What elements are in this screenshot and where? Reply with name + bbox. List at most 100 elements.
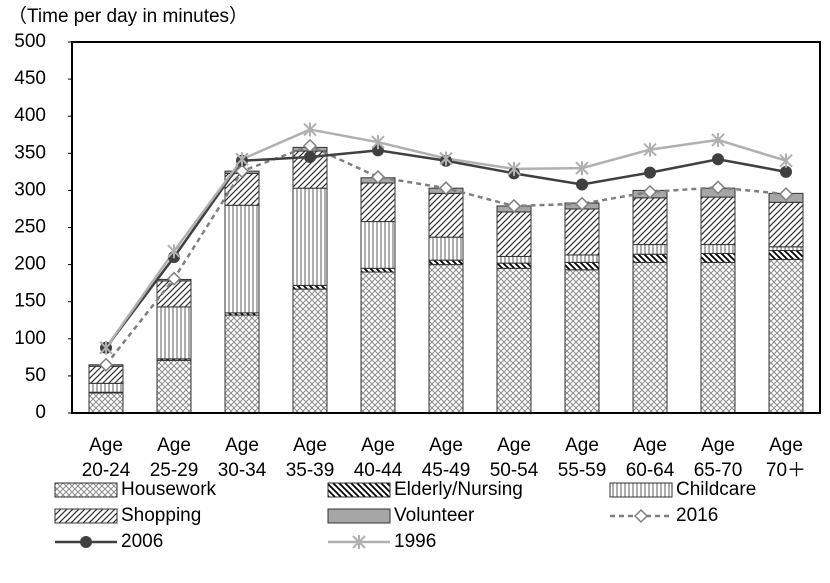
x-tick-label: Age 50-54 bbox=[489, 435, 539, 481]
y-tick-label: 300 bbox=[14, 179, 46, 200]
bar-segment bbox=[564, 254, 600, 263]
bar-segment bbox=[700, 252, 736, 263]
legend-label: Elderly/Nursing bbox=[394, 479, 523, 500]
line-marker bbox=[234, 164, 250, 179]
line-marker bbox=[438, 181, 454, 196]
legend-swatch bbox=[327, 508, 391, 524]
legend-label: Childcare bbox=[676, 479, 756, 500]
line-marker bbox=[780, 165, 792, 178]
legend-marker bbox=[80, 536, 92, 548]
bar-segment bbox=[88, 392, 124, 414]
y-tick-label: 0 bbox=[35, 402, 46, 423]
bar-segment bbox=[768, 201, 804, 248]
y-tick-label: 400 bbox=[14, 105, 46, 126]
bar-segment bbox=[428, 259, 464, 266]
x-tick-label: Age 30-34 bbox=[217, 435, 267, 481]
bar-segment bbox=[496, 255, 532, 264]
line-marker bbox=[507, 161, 521, 176]
legend-label: 2006 bbox=[121, 531, 163, 552]
bar-segment bbox=[88, 382, 124, 393]
bar-segment bbox=[292, 284, 328, 290]
bar-segment bbox=[700, 244, 736, 254]
line-marker bbox=[235, 152, 249, 167]
legend-label: Housework bbox=[121, 479, 217, 500]
legend-swatch bbox=[609, 482, 673, 498]
x-tick-label: Age 55-59 bbox=[557, 435, 607, 481]
line-marker bbox=[711, 132, 725, 147]
bar-segment bbox=[292, 288, 328, 414]
bar-segment bbox=[360, 271, 396, 414]
line-marker bbox=[371, 135, 385, 150]
bar-segment bbox=[768, 250, 804, 260]
bar-segment bbox=[768, 246, 804, 252]
legend-label: 1996 bbox=[394, 531, 436, 552]
y-tick-label: 200 bbox=[14, 254, 46, 275]
bar-segment bbox=[768, 258, 804, 414]
line-marker bbox=[304, 151, 316, 164]
bar-segment bbox=[564, 269, 600, 414]
bar-segment bbox=[156, 359, 192, 414]
line-marker bbox=[778, 187, 794, 202]
legend-label: 2016 bbox=[676, 505, 718, 526]
x-tick-label: Age 20-24 bbox=[81, 435, 131, 481]
legend-marker bbox=[633, 508, 649, 524]
y-tick-label: 450 bbox=[14, 68, 46, 89]
legend-label: Shopping bbox=[121, 505, 201, 526]
bar-segment bbox=[224, 314, 260, 414]
line-marker bbox=[303, 122, 317, 137]
line-marker bbox=[372, 144, 384, 157]
bar-segment bbox=[360, 221, 396, 269]
bar-segment bbox=[428, 236, 464, 261]
line-marker bbox=[574, 196, 590, 211]
x-tick-label: Age 25-29 bbox=[149, 435, 199, 481]
legend-swatch bbox=[54, 482, 118, 498]
y-tick-label: 500 bbox=[14, 31, 46, 52]
bar-segment bbox=[360, 267, 396, 273]
y-tick-label: 150 bbox=[14, 291, 46, 312]
line-marker bbox=[506, 198, 522, 214]
line-marker bbox=[575, 161, 589, 176]
bar-segment bbox=[156, 306, 192, 360]
y-axis-label: （Time per day in minutes） bbox=[8, 5, 248, 27]
bar-segment bbox=[428, 192, 464, 238]
line-marker bbox=[643, 142, 657, 157]
x-tick-label: Age 70＋ bbox=[765, 435, 807, 481]
bar-segment bbox=[224, 204, 260, 314]
line-marker bbox=[166, 271, 182, 286]
y-tick-label: 100 bbox=[14, 328, 46, 349]
line-marker bbox=[642, 184, 658, 199]
bar-segment bbox=[564, 208, 600, 256]
bar-segment bbox=[428, 264, 464, 414]
plot-frame bbox=[71, 41, 821, 414]
bar-segment bbox=[700, 196, 736, 246]
legend-swatch bbox=[327, 482, 391, 498]
x-tick-label: Age 35-39 bbox=[285, 435, 335, 481]
line-marker bbox=[99, 340, 113, 355]
bar-segment bbox=[564, 261, 600, 271]
line-marker bbox=[167, 244, 181, 259]
bar-segment bbox=[632, 244, 668, 255]
bar-segment bbox=[360, 182, 396, 223]
line-marker bbox=[779, 153, 793, 168]
x-tick-label: Age 40-44 bbox=[353, 435, 403, 481]
bar-segment bbox=[632, 253, 668, 263]
bar-segment bbox=[700, 261, 736, 414]
line-marker bbox=[98, 357, 114, 372]
y-tick-label: 350 bbox=[14, 142, 46, 163]
line-marker bbox=[370, 169, 386, 185]
x-tick-label: Age 65-70 bbox=[693, 435, 743, 481]
bar-segment bbox=[496, 211, 532, 257]
bar-segment bbox=[292, 187, 328, 286]
legend-label: Volunteer bbox=[394, 505, 475, 526]
bar-segment bbox=[496, 262, 532, 269]
x-tick-label: Age 45-49 bbox=[421, 435, 471, 481]
bar-segment bbox=[632, 197, 668, 246]
line-marker bbox=[710, 180, 726, 195]
line-marker bbox=[712, 153, 724, 166]
bar-segment bbox=[632, 261, 668, 414]
x-tick-label: Age 60-64 bbox=[625, 435, 675, 481]
legend-swatch bbox=[54, 508, 118, 524]
line-marker bbox=[439, 151, 453, 166]
